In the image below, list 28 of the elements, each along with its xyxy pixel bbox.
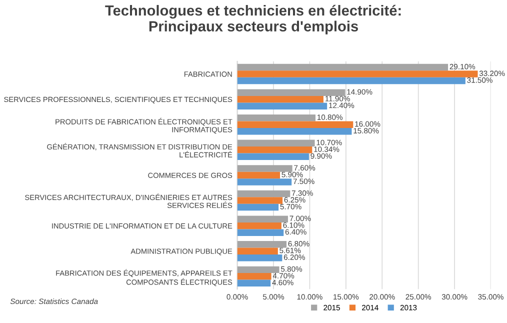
- bar: [237, 248, 278, 255]
- bar: [237, 64, 448, 71]
- bar: [237, 153, 309, 160]
- bar: [237, 190, 290, 198]
- bar: [237, 178, 292, 186]
- bar: [237, 96, 324, 103]
- bar: [237, 172, 280, 179]
- bar: [237, 273, 272, 280]
- bar: [237, 165, 292, 172]
- bar: [237, 241, 287, 248]
- bar: [237, 204, 279, 211]
- bar: [237, 254, 282, 262]
- bar: [237, 146, 312, 154]
- bar: [237, 229, 284, 236]
- bar: [237, 121, 354, 128]
- bar: [237, 77, 466, 84]
- chart-title: Technologues et techniciens en électricité: Principaux secteurs d'emplois: [105, 4, 401, 34]
- bar: [237, 222, 282, 230]
- bar: [237, 70, 478, 78]
- bar: [237, 89, 346, 96]
- bar: [237, 114, 316, 122]
- bar: [237, 102, 328, 110]
- bar: [237, 140, 315, 147]
- bar: [237, 197, 283, 204]
- bar: [237, 266, 280, 274]
- bar: [237, 216, 288, 222]
- bar: [237, 128, 352, 135]
- bar: [237, 280, 271, 287]
